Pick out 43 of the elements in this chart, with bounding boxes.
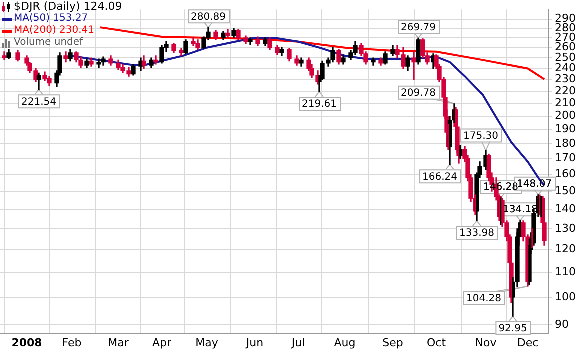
y-tick-label: 160 bbox=[555, 168, 576, 181]
x-tick-label: Jul bbox=[290, 336, 306, 350]
legend-label: MA(200) 230.41 bbox=[14, 25, 95, 37]
x-tick-label: Apr bbox=[152, 336, 172, 350]
annotation: 104.28 bbox=[466, 294, 502, 305]
annotation: 92.95 bbox=[498, 324, 528, 335]
x-tick-label: 2008 bbox=[12, 336, 42, 350]
y-tick-label: 90 bbox=[555, 318, 570, 331]
x-tick-label: Jun bbox=[245, 336, 264, 350]
y-tick-label: 220 bbox=[555, 84, 576, 98]
y-tick-label: 240 bbox=[555, 62, 576, 75]
y-tick-label: 130 bbox=[555, 222, 576, 235]
annotation: 175.30 bbox=[464, 130, 499, 142]
annotation: 133.98 bbox=[460, 228, 495, 240]
y-tick-label: 140 bbox=[555, 202, 576, 216]
x-tick-label: Feb bbox=[62, 336, 82, 350]
x-tick-label: Oct bbox=[426, 336, 447, 350]
annotation: 269.79 bbox=[401, 22, 436, 34]
x-tick-label: Dec bbox=[517, 336, 539, 350]
x-tick-label: Mar bbox=[108, 336, 130, 350]
annotation: 148.07 bbox=[517, 178, 552, 190]
y-tick-label: 200 bbox=[555, 109, 576, 122]
y-tick-label: 190 bbox=[555, 122, 576, 136]
y-tick-label: 100 bbox=[555, 290, 576, 304]
annotation: 209.78 bbox=[401, 88, 436, 99]
annotation: Volume undef bbox=[14, 37, 84, 49]
x-tick-label: Aug bbox=[334, 336, 356, 350]
y-tick-label: 230 bbox=[555, 72, 576, 86]
x-tick-label: Nov bbox=[475, 336, 498, 350]
legend-label: MA(50) 153.27 bbox=[14, 13, 88, 25]
y-tick-label: 110 bbox=[555, 265, 576, 278]
y-tick-label: 180 bbox=[555, 136, 576, 150]
x-tick-label: May bbox=[196, 336, 219, 350]
y-tick-label: 170 bbox=[555, 152, 576, 165]
y-tick-label: 210 bbox=[555, 96, 576, 110]
legend-label: $DJR (Daily) 124.09 bbox=[14, 0, 122, 13]
annotation: 166.24 bbox=[422, 172, 458, 183]
x-tick-label: Sep bbox=[382, 336, 404, 350]
y-tick-label: 150 bbox=[555, 184, 576, 198]
y-tick-label: 120 bbox=[555, 242, 576, 256]
annotation: 280.89 bbox=[191, 12, 226, 23]
annotation: 219.61 bbox=[302, 99, 338, 110]
annotation: 221.54 bbox=[22, 96, 56, 108]
